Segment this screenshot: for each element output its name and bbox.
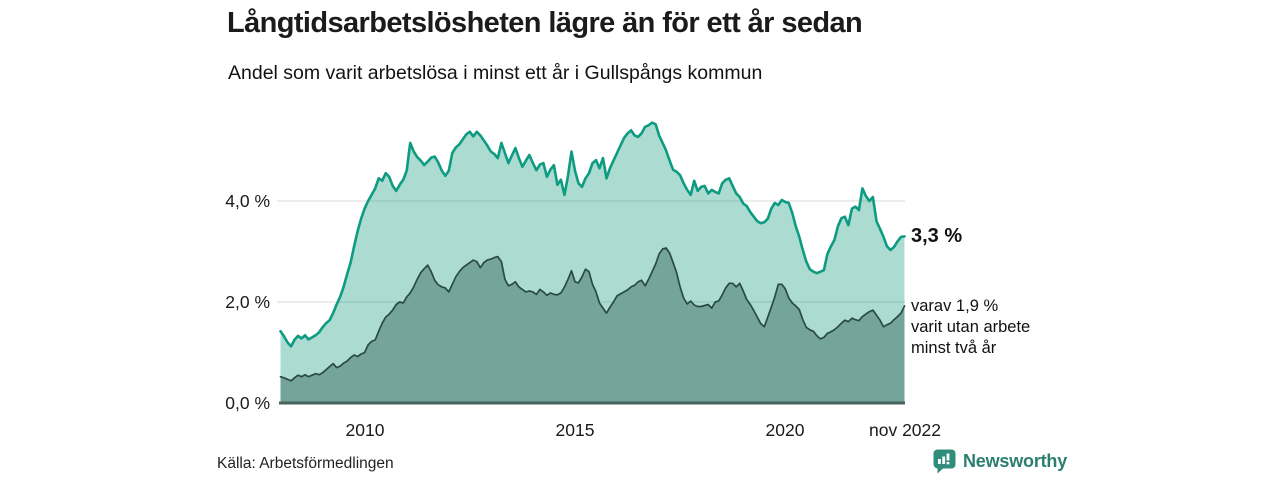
chart-title: Långtidsarbetslösheten lägre än för ett … <box>227 7 863 39</box>
chart-subtitle: Andel som varit arbetslösa i minst ett å… <box>228 62 763 84</box>
newsworthy-logo[interactable]: Newsworthy <box>933 449 1067 474</box>
x-axis-tick-2015: 2015 <box>555 420 595 440</box>
y-axis-tick-2: 2,0 % <box>225 292 270 312</box>
x-axis-tick-2020: 2020 <box>765 420 805 440</box>
y-axis-tick-4: 4,0 % <box>225 191 270 211</box>
subset-note: varav 1,9 % varit utan arbete minst två … <box>911 296 1030 359</box>
newsworthy-bubble-icon <box>933 449 956 474</box>
subset-note-line-1: varav 1,9 % <box>911 297 999 315</box>
subset-note-line-3: minst två år <box>911 339 997 357</box>
newsworthy-wordmark: Newsworthy <box>963 451 1068 471</box>
source-attribution: Källa: Arbetsförmedlingen <box>217 455 394 472</box>
x-axis-tick-2010: 2010 <box>345 420 385 440</box>
subset-note-line-2: varit utan arbete <box>911 318 1031 336</box>
x-axis-tick-nov2022: nov 2022 <box>868 420 942 440</box>
latest-value-label: 3,3 % <box>911 225 963 247</box>
y-axis-tick-0: 0,0 % <box>225 393 270 413</box>
